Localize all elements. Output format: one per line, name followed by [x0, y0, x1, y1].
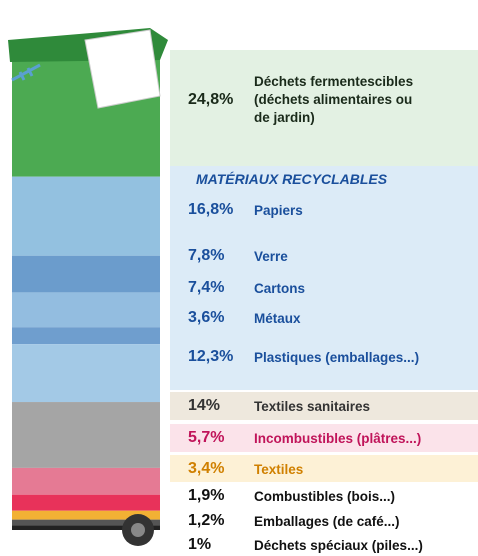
label-row: 5,7%Incombustibles (plâtres...) [188, 429, 421, 447]
value-label: 12,3% [188, 348, 254, 366]
label-row: 1,2%Emballages (de café...) [188, 512, 400, 530]
label-row: 7,8%Verre [188, 247, 288, 265]
value-label: 1% [188, 536, 254, 554]
value-label: 1,2% [188, 512, 254, 530]
label-row: 12,3%Plastiques (emballages...) [188, 348, 419, 366]
label-row: 3,6%Métaux [188, 309, 301, 327]
segment-name: Incombustibles (plâtres...) [254, 431, 421, 446]
segment-name: Verre [254, 249, 288, 264]
label-row: 14%Textiles sanitaires [188, 397, 370, 415]
segment [12, 256, 160, 293]
segment-name: Plastiques (emballages...) [254, 350, 419, 365]
wheel-hub [131, 523, 145, 537]
paper [85, 30, 160, 108]
page: MATÉRIAUX RECYCLABLES (() => { const dat… [0, 0, 478, 556]
segment-name: Papiers [254, 203, 303, 218]
value-label: 14% [188, 397, 254, 415]
segment [12, 292, 160, 327]
segment-name: Textiles sanitaires [254, 399, 370, 414]
segment-name: Textiles [254, 462, 303, 477]
value-label: 16,8% [188, 201, 254, 219]
segment [12, 495, 160, 511]
label-row: 7,4%Cartons [188, 279, 305, 297]
value-label: 5,7% [188, 429, 254, 447]
label-row: 16,8%Papiers [188, 201, 303, 219]
label-row: 24,8%Déchets fermentescibles (déchets al… [188, 73, 414, 127]
segment-name: Cartons [254, 281, 305, 296]
value-label: 3,4% [188, 460, 254, 478]
segment-name: Combustibles (bois...) [254, 489, 395, 504]
value-label: 3,6% [188, 309, 254, 327]
segment [12, 177, 160, 256]
value-label: 7,8% [188, 247, 254, 265]
label-row: 1,9%Combustibles (bois...) [188, 487, 395, 505]
segment [12, 344, 160, 402]
segment [12, 468, 160, 495]
segment-name: Métaux [254, 311, 301, 326]
segment-name: Déchets spéciaux (piles...) [254, 538, 423, 553]
value-label: 7,4% [188, 279, 254, 297]
segment-name: Emballages (de café...) [254, 514, 400, 529]
segment-name: Déchets fermentescibles (déchets aliment… [254, 73, 414, 127]
value-label: 1,9% [188, 487, 254, 505]
segment [12, 402, 160, 468]
value-label: 24,8% [188, 91, 254, 109]
label-row: 1%Déchets spéciaux (piles...) [188, 536, 423, 554]
label-row: 3,4%Textiles [188, 460, 303, 478]
segment [12, 327, 160, 344]
